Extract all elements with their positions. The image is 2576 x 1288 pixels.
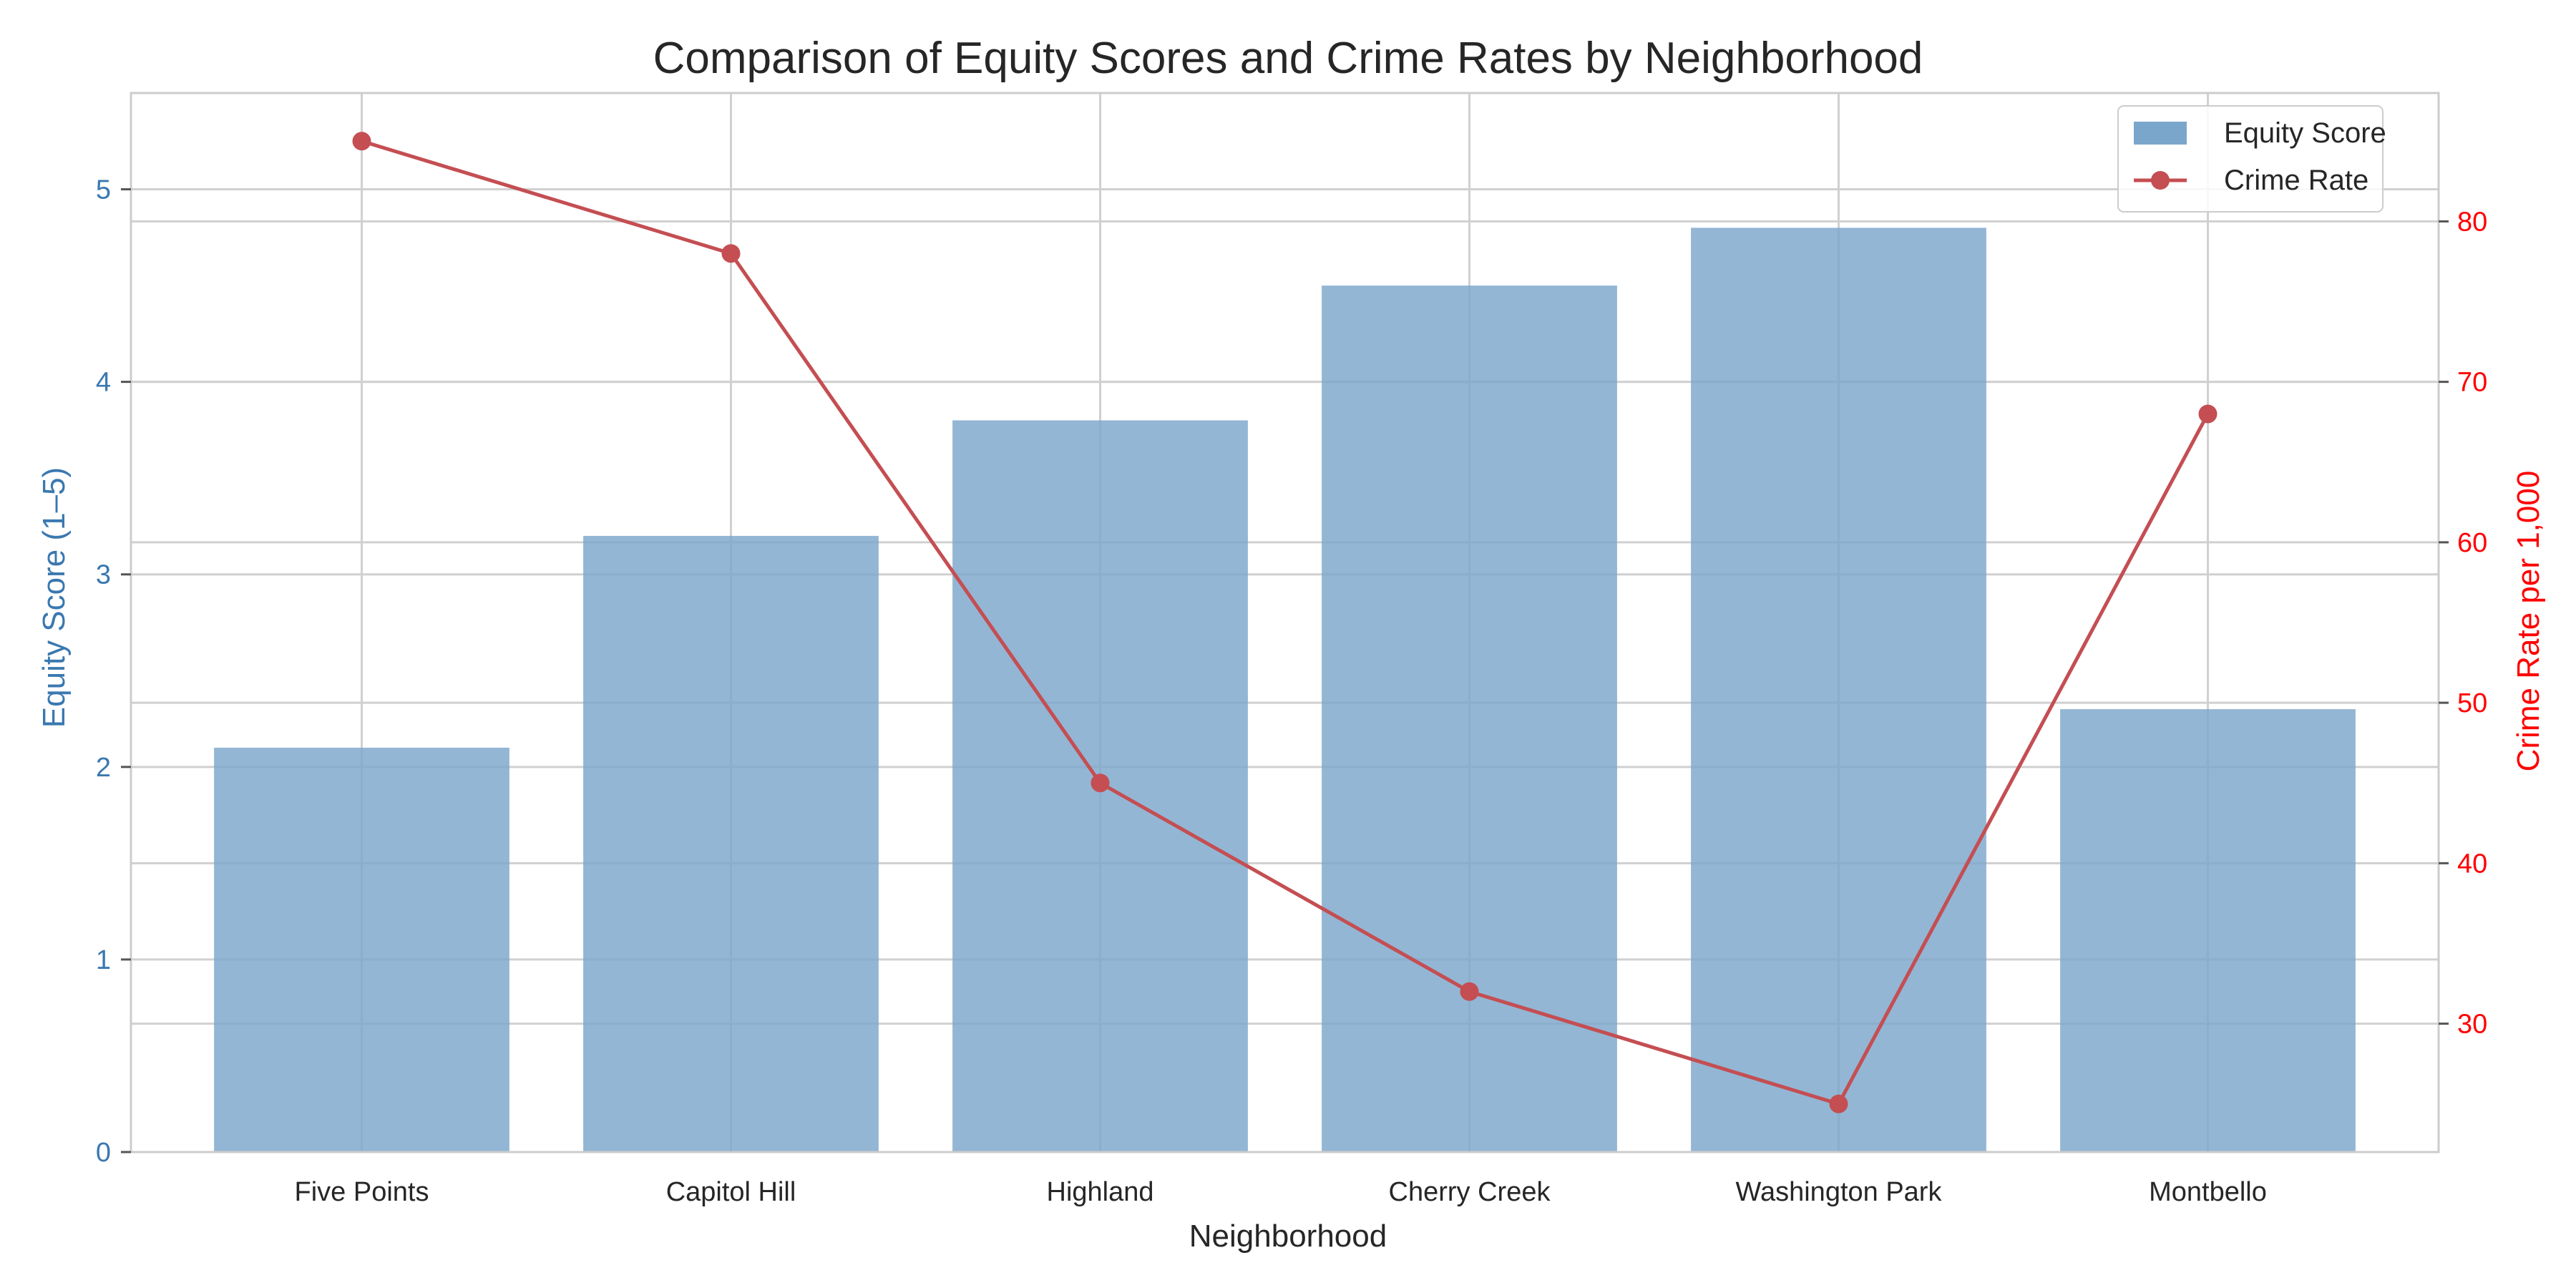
axes-layer: 0 1 2 3 4 5 30 40 50 60 70 80 Five Points Capitol Hil… xyxy=(96,92,2487,1207)
legend: Equity Score Crime Rate xyxy=(2117,105,2386,213)
chart-title: Comparison of Equity Scores and Crime Ra… xyxy=(653,34,1923,83)
crime-rate-line xyxy=(361,139,2210,1106)
crime-rate-point xyxy=(1829,1094,1848,1113)
y-tick-label-right: 80 xyxy=(2457,207,2487,237)
legend-marker-crime xyxy=(2151,171,2170,190)
x-tick-label: Capitol Hill xyxy=(666,1177,796,1207)
y-tick-label-left: 0 xyxy=(96,1138,111,1168)
y-tick-label-right: 60 xyxy=(2457,528,2487,558)
y-axis-label-left: Equity Score (1–5) xyxy=(36,467,72,728)
legend-label-crime: Crime Rate xyxy=(2224,165,2368,196)
plot-frame xyxy=(130,92,2440,1153)
crime-rate-point xyxy=(352,132,371,151)
bar-equity-score xyxy=(1691,228,1986,1152)
crime-rate-point xyxy=(2198,404,2218,424)
y-tick-label-left: 3 xyxy=(96,560,111,590)
y-tick-label-right: 40 xyxy=(2457,849,2487,879)
bars-layer xyxy=(214,228,2356,1152)
y-tick-label-right: 30 xyxy=(2457,1010,2487,1040)
crime-rate-point xyxy=(721,244,741,263)
bar-equity-score xyxy=(2060,709,2356,1152)
legend-swatch-equity xyxy=(2134,122,2187,145)
bar-equity-score xyxy=(1322,286,1617,1152)
x-tick-label: Cherry Creek xyxy=(1389,1177,1551,1207)
y-tick-label-right: 50 xyxy=(2457,688,2487,718)
y-axis-label-right: Crime Rate per 1,000 xyxy=(2511,471,2546,772)
x-tick-label: Five Points xyxy=(295,1177,429,1207)
x-axis-label: Neighborhood xyxy=(1189,1219,1387,1254)
y-tick-label-left: 5 xyxy=(96,175,111,205)
bar-equity-score xyxy=(214,747,509,1152)
bar-equity-score xyxy=(583,535,879,1152)
crime-rate-point xyxy=(1460,982,1479,1001)
x-tick-label: Highland xyxy=(1047,1177,1154,1207)
x-tick-label: Washington Park xyxy=(1736,1177,1943,1207)
line-layer xyxy=(352,132,2218,1113)
x-tick-label: Montbello xyxy=(2149,1177,2267,1207)
legend-label-equity: Equity Score xyxy=(2224,117,2386,149)
y-tick-label-left: 4 xyxy=(96,368,111,398)
y-tick-label-left: 2 xyxy=(96,753,111,783)
y-tick-label-right: 70 xyxy=(2457,368,2487,398)
y-tick-label-left: 1 xyxy=(96,945,111,975)
crime-rate-point xyxy=(1091,774,1110,793)
